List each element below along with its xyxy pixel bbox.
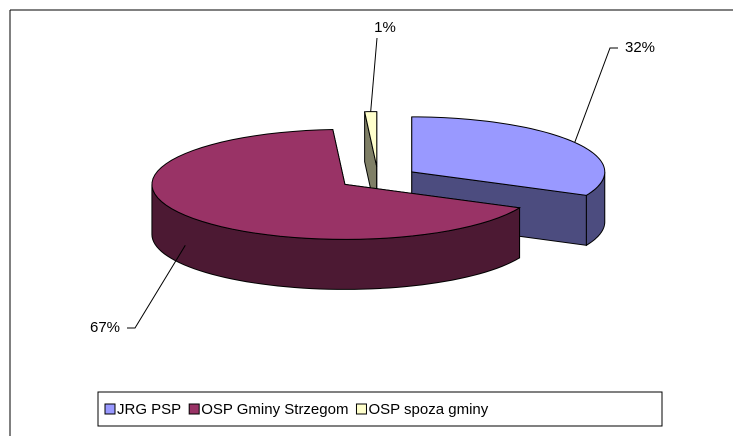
pie-slice xyxy=(151,129,522,290)
data-label: 67% xyxy=(90,319,120,336)
leader-line xyxy=(574,47,618,143)
legend-label: JRG PSP xyxy=(117,401,181,418)
leader-line xyxy=(370,37,378,112)
data-label: 1% xyxy=(374,19,396,36)
leader-line xyxy=(127,245,186,329)
data-label: 32% xyxy=(625,39,655,56)
legend-swatch xyxy=(104,403,116,415)
slice-top xyxy=(151,129,522,240)
legend-swatch xyxy=(188,403,200,415)
legend-label: OSP Gminy Strzegom xyxy=(201,401,348,418)
legend-label: OSP spoza gminy xyxy=(368,401,488,418)
legend-swatch xyxy=(355,403,367,415)
